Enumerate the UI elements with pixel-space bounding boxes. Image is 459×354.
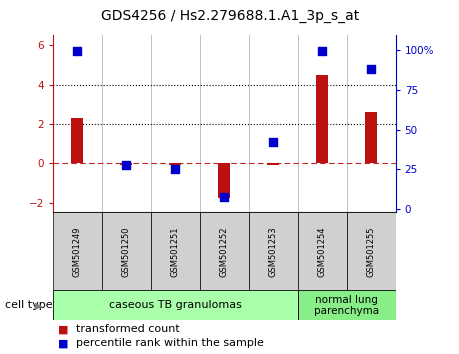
Bar: [53, 290, 297, 320]
Point: [171, 167, 179, 172]
Text: normal lung
parenchyma: normal lung parenchyma: [313, 295, 378, 316]
Point: [73, 48, 81, 54]
Bar: [151, 212, 199, 290]
Bar: [71, 118, 84, 163]
Text: transformed count: transformed count: [76, 324, 179, 334]
Text: percentile rank within the sample: percentile rank within the sample: [76, 338, 263, 348]
Point: [220, 194, 228, 199]
Text: caseous TB granulomas: caseous TB granulomas: [109, 300, 241, 310]
Text: GSM501250: GSM501250: [122, 226, 130, 276]
Bar: [315, 75, 328, 163]
Bar: [101, 212, 151, 290]
Text: GSM501254: GSM501254: [317, 226, 326, 276]
Text: ▶: ▶: [35, 300, 43, 310]
Point: [318, 48, 325, 54]
Bar: [218, 163, 230, 198]
Bar: [364, 112, 376, 163]
Bar: [297, 212, 346, 290]
Point: [123, 162, 130, 167]
Text: GSM501249: GSM501249: [73, 226, 82, 276]
Text: ■: ■: [57, 324, 68, 334]
Point: [269, 139, 276, 145]
Text: GSM501255: GSM501255: [366, 226, 375, 276]
Bar: [169, 163, 181, 165]
Point: [367, 66, 374, 72]
Bar: [199, 212, 248, 290]
Bar: [53, 212, 101, 290]
Bar: [346, 212, 395, 290]
Bar: [267, 163, 279, 165]
Text: ■: ■: [57, 338, 68, 348]
Text: GSM501253: GSM501253: [268, 226, 277, 277]
Text: GDS4256 / Hs2.279688.1.A1_3p_s_at: GDS4256 / Hs2.279688.1.A1_3p_s_at: [101, 9, 358, 23]
Text: cell type: cell type: [5, 300, 52, 310]
Text: GSM501252: GSM501252: [219, 226, 228, 276]
Bar: [120, 163, 132, 165]
Bar: [297, 290, 395, 320]
Text: GSM501251: GSM501251: [170, 226, 179, 276]
Bar: [248, 212, 297, 290]
